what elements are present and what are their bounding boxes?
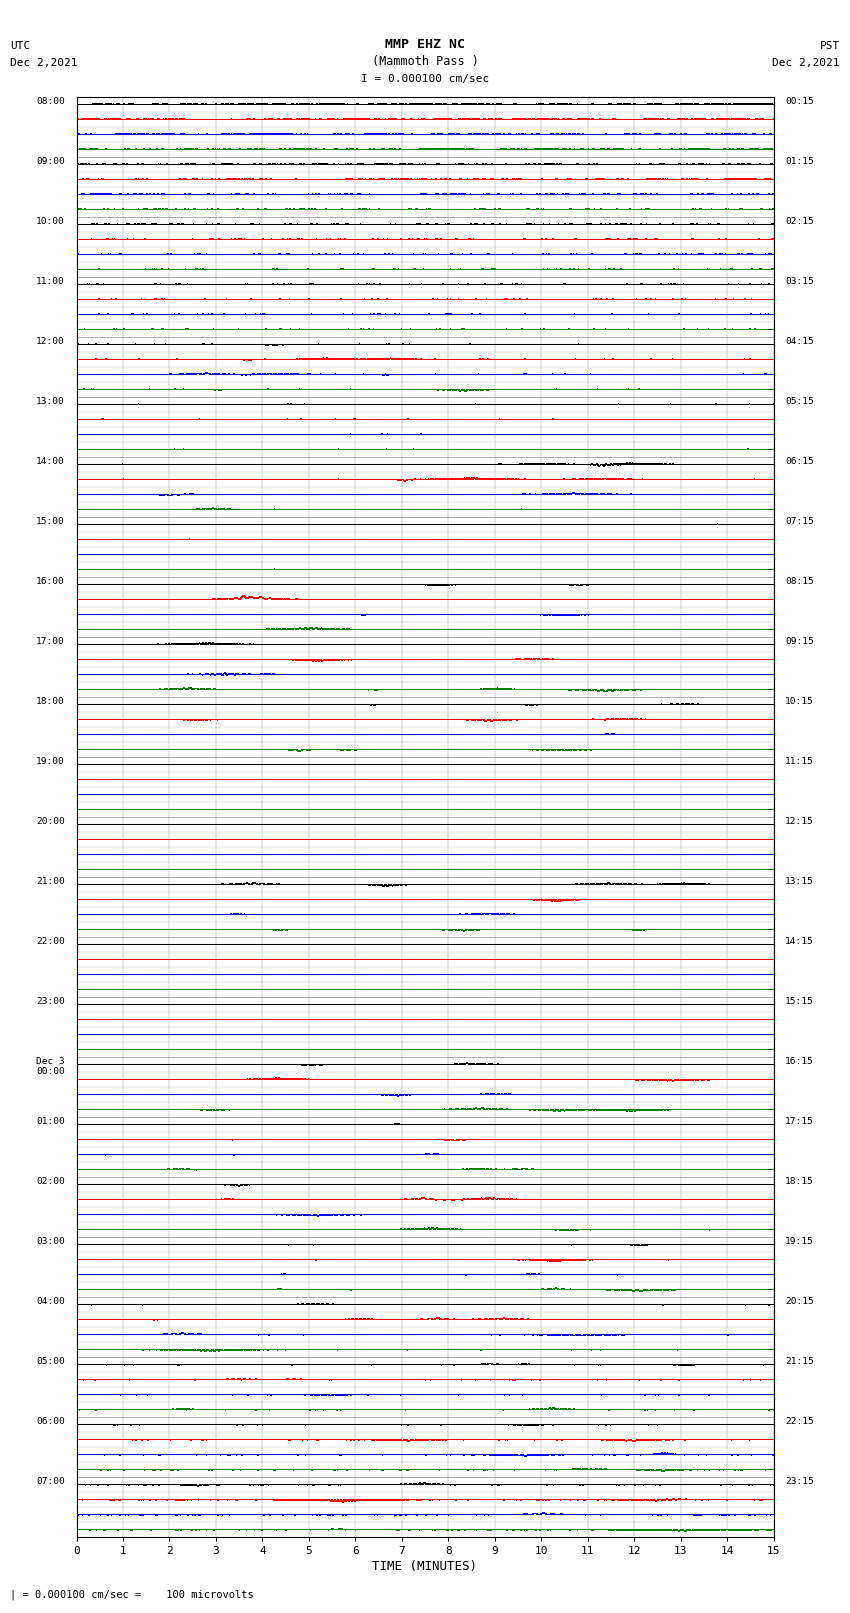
Text: 18:00: 18:00 [37, 697, 65, 706]
Text: 01:15: 01:15 [785, 156, 813, 166]
Text: Dec 2,2021: Dec 2,2021 [773, 58, 840, 68]
Text: 14:00: 14:00 [37, 456, 65, 466]
Text: 11:15: 11:15 [785, 756, 813, 766]
Text: 04:15: 04:15 [785, 337, 813, 345]
Text: 05:15: 05:15 [785, 397, 813, 406]
Text: 00:15: 00:15 [785, 97, 813, 106]
Text: 15:00: 15:00 [37, 516, 65, 526]
Text: 15:15: 15:15 [785, 997, 813, 1007]
Text: 12:15: 12:15 [785, 816, 813, 826]
Text: 21:00: 21:00 [37, 877, 65, 886]
Text: 22:15: 22:15 [785, 1418, 813, 1426]
Text: UTC: UTC [10, 40, 31, 50]
Text: 04:00: 04:00 [37, 1297, 65, 1307]
Text: 17:15: 17:15 [785, 1118, 813, 1126]
Text: (Mammoth Pass ): (Mammoth Pass ) [371, 55, 479, 68]
Text: 10:15: 10:15 [785, 697, 813, 706]
Text: 03:15: 03:15 [785, 277, 813, 286]
Text: 22:00: 22:00 [37, 937, 65, 945]
Text: 06:00: 06:00 [37, 1418, 65, 1426]
Text: 23:15: 23:15 [785, 1478, 813, 1486]
Text: 17:00: 17:00 [37, 637, 65, 645]
Text: 10:00: 10:00 [37, 216, 65, 226]
Text: 05:00: 05:00 [37, 1357, 65, 1366]
Text: I = 0.000100 cm/sec: I = 0.000100 cm/sec [361, 74, 489, 84]
Text: 02:15: 02:15 [785, 216, 813, 226]
Text: 16:00: 16:00 [37, 577, 65, 586]
Text: 23:00: 23:00 [37, 997, 65, 1007]
Text: 09:15: 09:15 [785, 637, 813, 645]
Text: 11:00: 11:00 [37, 277, 65, 286]
Text: 07:15: 07:15 [785, 516, 813, 526]
Text: 14:15: 14:15 [785, 937, 813, 945]
Text: 13:00: 13:00 [37, 397, 65, 406]
Text: 09:00: 09:00 [37, 156, 65, 166]
Text: | = 0.000100 cm/sec =    100 microvolts: | = 0.000100 cm/sec = 100 microvolts [10, 1589, 254, 1600]
Text: 18:15: 18:15 [785, 1177, 813, 1186]
Text: Dec 2,2021: Dec 2,2021 [10, 58, 77, 68]
Text: 12:00: 12:00 [37, 337, 65, 345]
Text: 06:15: 06:15 [785, 456, 813, 466]
Text: PST: PST [819, 40, 840, 50]
Text: 08:00: 08:00 [37, 97, 65, 106]
Text: 01:00: 01:00 [37, 1118, 65, 1126]
Text: Dec 3
00:00: Dec 3 00:00 [37, 1057, 65, 1076]
Text: 19:00: 19:00 [37, 756, 65, 766]
Text: 16:15: 16:15 [785, 1057, 813, 1066]
X-axis label: TIME (MINUTES): TIME (MINUTES) [372, 1560, 478, 1573]
Text: 20:00: 20:00 [37, 816, 65, 826]
Text: 21:15: 21:15 [785, 1357, 813, 1366]
Text: 07:00: 07:00 [37, 1478, 65, 1486]
Text: 13:15: 13:15 [785, 877, 813, 886]
Text: 20:15: 20:15 [785, 1297, 813, 1307]
Text: 02:00: 02:00 [37, 1177, 65, 1186]
Text: MMP EHZ NC: MMP EHZ NC [385, 37, 465, 50]
Text: 08:15: 08:15 [785, 577, 813, 586]
Text: 03:00: 03:00 [37, 1237, 65, 1247]
Text: 19:15: 19:15 [785, 1237, 813, 1247]
